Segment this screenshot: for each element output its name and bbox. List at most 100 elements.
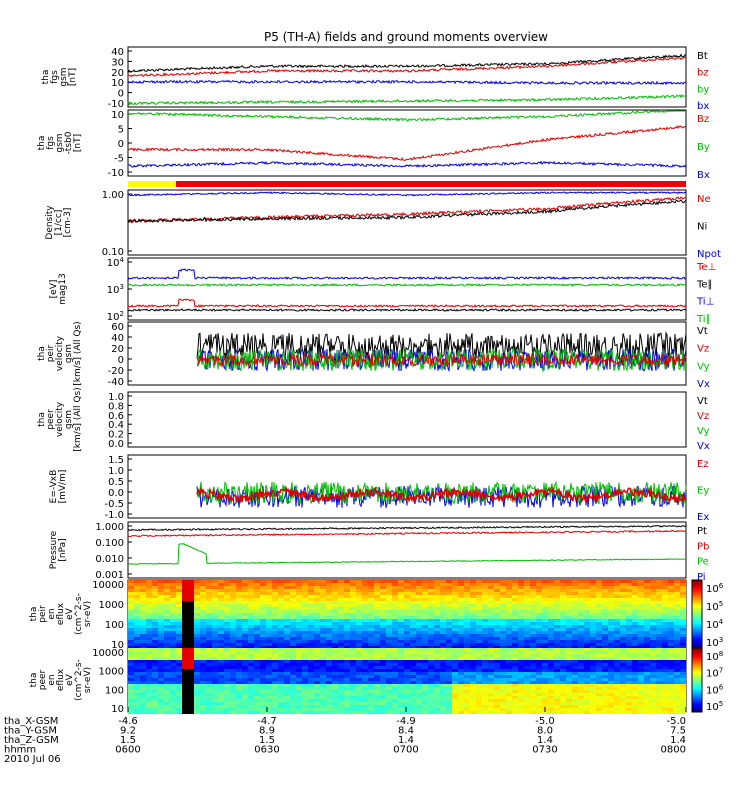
series-Ex	[196, 485, 687, 509]
series-ti-perp	[127, 268, 687, 280]
ytick-label: 10	[111, 110, 124, 121]
legend-Vy: Vy	[697, 361, 710, 372]
panel-ylabel: sr-eV)	[83, 601, 93, 627]
series-Vy	[196, 348, 687, 373]
panel-ylabel: sr-eV)	[83, 667, 93, 693]
panel-ylabel: tha	[37, 412, 47, 427]
colorbar-tick: 107	[706, 667, 723, 680]
ytick-label: 0.2	[108, 430, 124, 441]
series-Pe	[127, 543, 687, 565]
legend-Vt: Vt	[697, 326, 708, 337]
legend-Bt: Bt	[697, 51, 708, 62]
legend-Pe: Pe	[697, 557, 709, 568]
ytick-label: 102	[107, 310, 124, 323]
ytick-label: 0.0	[108, 439, 124, 450]
panel-ylabel: fgs	[46, 136, 56, 150]
ytick-label: 1.00	[102, 190, 124, 201]
ytick-label: 60	[111, 322, 124, 333]
panel-ylabel: [km/s] (All Qs)	[73, 387, 83, 451]
panel-ylabel: peer	[46, 409, 56, 430]
ytick-label: 1000	[99, 667, 124, 678]
legend-bx: bx	[697, 101, 709, 112]
panel-ylabel: [nPa]	[58, 538, 68, 561]
time-row-label: tha_X-GSM	[4, 716, 58, 727]
legend-Vx: Vx	[697, 379, 710, 390]
time-row-value: 9.2	[120, 726, 136, 737]
legend-Te∥: Te∥	[696, 279, 713, 290]
colorbar-tick: 104	[706, 618, 724, 631]
time-row-value: 1.4	[398, 735, 414, 746]
panel-ylabel: peir	[46, 344, 56, 362]
panel-ylabel: eflux	[56, 602, 66, 625]
ytick-label: 0	[118, 89, 124, 100]
legend-Bz: Bz	[697, 114, 709, 125]
series-Ni	[127, 199, 687, 224]
panel-ylabel: [eV]	[49, 280, 59, 299]
time-row-value: 0630	[254, 745, 279, 756]
series-Ne	[127, 196, 687, 224]
panel-ylabel: Density	[45, 205, 55, 240]
ytick-label: 100	[105, 620, 124, 631]
time-row-value: -4.6	[118, 716, 138, 727]
ytick-label: 1.5	[108, 455, 124, 466]
ytick-label: -5	[114, 154, 124, 165]
legend-Ez: Ez	[697, 459, 709, 470]
colorbar-tick: 105	[706, 700, 723, 713]
panel-ylabel: tha	[37, 346, 47, 361]
series-bz	[127, 56, 687, 78]
legend-Bx: Bx	[697, 170, 710, 181]
ytick-label: 0.10	[102, 247, 124, 258]
ytick-label: 0.100	[95, 538, 124, 549]
colorbar-tick: 103	[706, 636, 723, 649]
ytick-label: -1.0	[104, 510, 124, 521]
quality-bar-red	[176, 181, 686, 187]
ytick-label: 40	[111, 47, 124, 58]
panel-ylabel: (cm^2-s-	[74, 593, 84, 635]
panel-ylabel: [mV/m]	[58, 470, 68, 504]
ytick-label: 10000	[92, 648, 124, 659]
panel-ylabel: eV	[65, 673, 75, 686]
panel-ylabel: fgs	[50, 70, 60, 84]
series-Bt	[127, 53, 687, 73]
ytick-label: 20	[111, 68, 124, 79]
legend-Ti⊥: Ti⊥	[696, 297, 714, 308]
panel-ylabel: tha	[29, 673, 39, 688]
panel-ylabel: velocity	[55, 401, 65, 437]
ytick-label: 10	[111, 78, 124, 89]
series-te-perp	[127, 298, 687, 308]
panel-ylabel: tha	[29, 607, 39, 622]
colorbar	[691, 647, 703, 713]
time-row-value: 8.4	[398, 726, 414, 737]
ytick-label: 0.0	[108, 488, 124, 499]
ytick-label: 0.6	[108, 411, 124, 422]
ytick-label: 10	[111, 640, 124, 651]
legend-bz: bz	[697, 68, 709, 79]
colorbar-tick: 106	[706, 683, 724, 696]
series-Vz	[196, 352, 687, 368]
legend-Ni: Ni	[697, 222, 707, 233]
time-row-value: -4.7	[257, 716, 277, 727]
ytick-label: 100	[105, 685, 124, 696]
time-row-value: 8.9	[259, 726, 275, 737]
panel-ylabel: mag13	[58, 273, 68, 304]
series-Bz	[127, 125, 687, 161]
series-Vt	[196, 331, 687, 361]
peir-spectrogram	[128, 580, 686, 649]
legend-Vx: Vx	[697, 441, 710, 452]
ytick-label: 0.5	[108, 477, 124, 488]
legend-by: by	[697, 84, 709, 95]
series-te-par	[127, 307, 687, 312]
series-bx	[127, 79, 687, 86]
ytick-label: 5	[118, 125, 124, 136]
ytick-label: 10	[111, 704, 124, 715]
panel-ylabel: (cm^2-s-	[74, 659, 84, 701]
legend-Ne: Ne	[697, 194, 711, 205]
panel-ylabel: peir	[38, 605, 48, 623]
panel-ylabel: velocity	[55, 335, 65, 371]
time-row-value: -4.9	[396, 716, 416, 727]
panel-frame	[127, 391, 687, 448]
chart-title: P5 (TH-A) fields and ground moments over…	[264, 30, 548, 44]
time-row-value: 0600	[115, 745, 140, 756]
panel-ylabel: en	[47, 674, 57, 685]
time-row-value: 0800	[661, 745, 686, 756]
